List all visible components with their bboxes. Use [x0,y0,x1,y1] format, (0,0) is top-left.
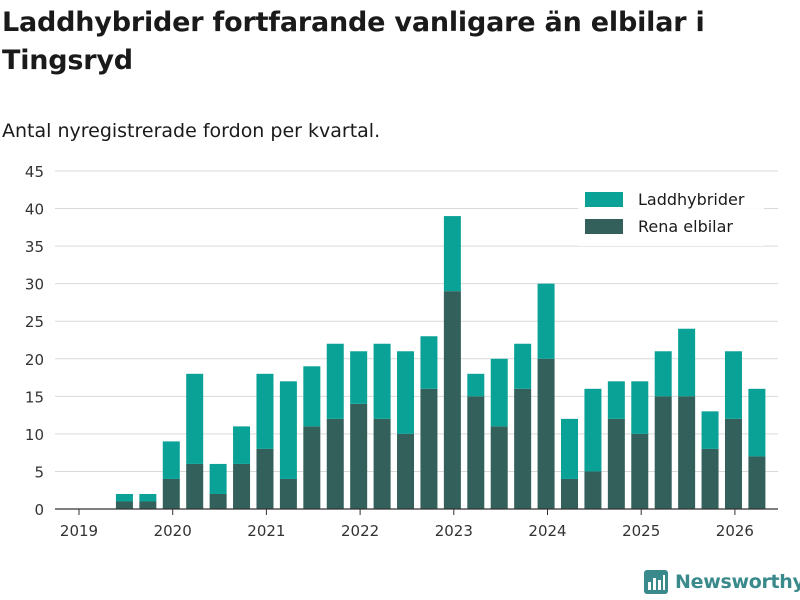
bar-rena-elbilar [561,478,578,509]
bar-rena-elbilar [303,426,321,509]
bar-rena-elbilar [279,478,297,509]
bar-rena-elbilar [701,448,719,509]
bar-laddhybrider [561,418,578,479]
y-tick-label: 5 [34,463,44,481]
bar-laddhybrider [233,426,251,464]
legend-swatch [585,219,623,234]
y-tick-label: 25 [25,313,44,331]
y-tick-label: 10 [25,426,44,444]
brand-name: Newsworthy [675,571,800,593]
bar-laddhybrider [537,283,555,359]
bar-rena-elbilar [678,396,696,509]
bar-series [115,216,766,509]
bar-laddhybrider [373,343,391,419]
brand-logo: Newsworthy [643,569,800,595]
bar-laddhybrider [514,343,532,389]
chart-subtitle: Antal nyregistrerade fordon per kvartal. [2,120,381,142]
newsworthy-logo-icon [644,570,668,594]
bar-rena-elbilar [350,403,368,509]
bar-rena-elbilar [209,493,227,509]
legend-label: Laddhybrider [638,190,745,209]
bar-rena-elbilar [186,463,204,509]
x-tick-label: 2026 [716,522,754,540]
bar-rena-elbilar [490,426,508,509]
bar-laddhybrider [467,373,485,397]
bar-rena-elbilar [256,448,274,509]
bar-laddhybrider [678,328,696,397]
x-tick-label: 2025 [622,522,660,540]
bar-laddhybrider [115,493,133,502]
bar-rena-elbilar [724,418,742,509]
bar-rena-elbilar [654,396,672,509]
bar-rena-elbilar [584,471,602,509]
bar-rena-elbilar [537,358,555,509]
bar-rena-elbilar [631,433,649,509]
y-tick-label: 35 [25,238,44,256]
bar-laddhybrider [701,411,719,449]
y-tick-label: 0 [34,501,44,519]
x-tick-label: 2023 [435,522,473,540]
bar-rena-elbilar [233,463,251,509]
bar-laddhybrider [279,381,297,479]
bar-rena-elbilar [748,456,766,509]
y-tick-label: 20 [25,351,44,369]
bar-rena-elbilar [397,433,415,509]
y-tick-label: 15 [25,388,44,406]
bar-laddhybrider [420,336,438,389]
bar-rena-elbilar [467,396,485,509]
bar-rena-elbilar [326,418,344,509]
bar-laddhybrider [209,463,227,494]
bar-rena-elbilar [607,418,625,509]
bar-laddhybrider [724,351,742,419]
y-tick-label: 40 [25,201,44,219]
y-tick-label: 30 [25,276,44,294]
x-tick-label: 2024 [528,522,566,540]
x-tick-label: 2019 [60,522,98,540]
bar-rena-elbilar [373,418,391,509]
y-axis-ticks: 0 5 10 15 20 25 30 35 40 45 [25,163,44,519]
bar-laddhybrider [162,441,180,479]
bar-laddhybrider [326,343,344,419]
bar-laddhybrider [186,373,204,464]
bar-rena-elbilar [420,388,438,509]
grid-lines [55,170,778,472]
x-tick-label: 2020 [154,522,192,540]
bar-laddhybrider [397,351,415,434]
bar-laddhybrider [256,373,274,449]
x-axis: 2019 2020 2021 2022 2023 2024 2025 2026 [55,508,778,540]
bar-rena-elbilar [162,478,180,509]
bar-laddhybrider [443,216,461,292]
legend-swatch [585,192,623,207]
bar-rena-elbilar [514,388,532,509]
chart-title: Laddhybrider fortfarande vanligare än el… [2,7,705,76]
bar-laddhybrider [607,381,625,419]
bar-laddhybrider [584,388,602,472]
bar-rena-elbilar [115,501,133,509]
bar-laddhybrider [631,381,649,434]
y-tick-label: 45 [25,163,44,181]
legend-label: Rena elbilar [638,217,733,236]
bar-laddhybrider [350,351,368,404]
bar-laddhybrider [303,366,321,427]
x-tick-label: 2022 [341,522,379,540]
bar-laddhybrider [654,351,672,397]
bar-rena-elbilar [443,291,461,509]
bar-laddhybrider [139,493,157,502]
bar-rena-elbilar [139,501,157,509]
x-tick-label: 2021 [247,522,285,540]
bar-laddhybrider [490,358,508,427]
legend: Laddhybrider Rena elbilar [578,184,764,246]
bar-laddhybrider [748,388,766,457]
